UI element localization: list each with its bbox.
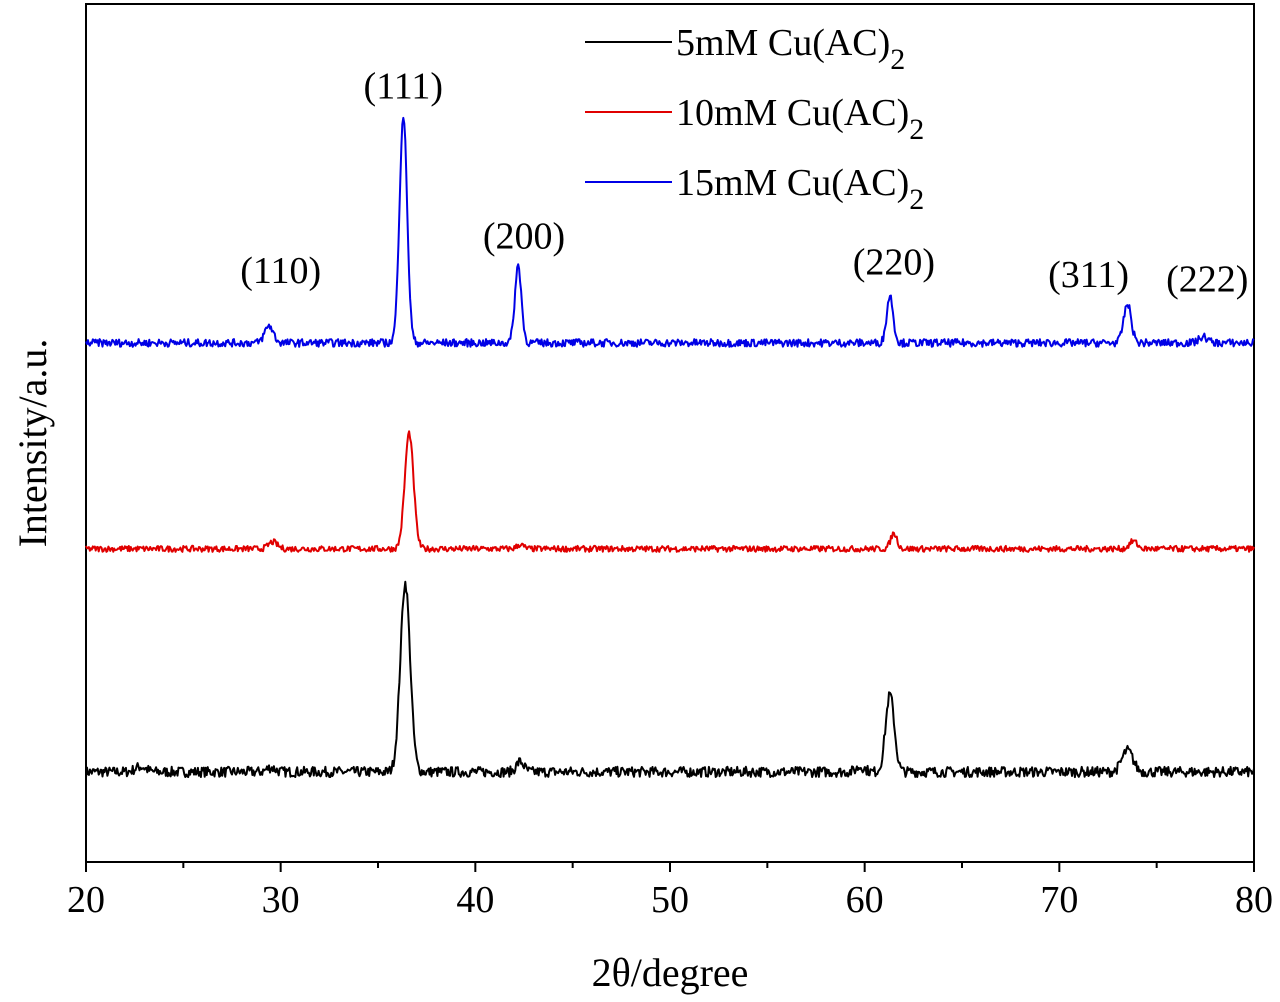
peak-label: (110) xyxy=(240,250,321,292)
x-tick-label: 60 xyxy=(846,879,884,921)
legend-entry: 10mM Cu(AC)2 xyxy=(676,92,924,146)
y-axis-title: Intensity/a.u. xyxy=(10,339,55,548)
peak-label: (111) xyxy=(364,65,444,107)
x-tick-label: 80 xyxy=(1235,879,1273,921)
x-axis: 20 30 40 50 60 70 80 xyxy=(67,862,1273,921)
x-tick-label: 30 xyxy=(262,879,300,921)
plot-border xyxy=(85,3,1255,863)
legend-subscript: 2 xyxy=(909,113,924,146)
plot-frame xyxy=(85,3,1255,863)
peak-label: (200) xyxy=(483,216,565,258)
peak-label: (222) xyxy=(1166,258,1248,300)
peak-annotations: (110) (111) (200) (220) (311) (222) xyxy=(240,65,1248,300)
legend-entry: 5mM Cu(AC)2 xyxy=(676,22,905,76)
peak-label: (311) xyxy=(1048,254,1129,296)
x-axis-title: 2θ/degree xyxy=(592,950,749,995)
x-tick-label: 20 xyxy=(67,879,105,921)
legend: 5mM Cu(AC)2 10mM Cu(AC)2 15mM Cu(AC)2 xyxy=(585,22,924,216)
x-tick-label: 70 xyxy=(1040,879,1078,921)
legend-subscript: 2 xyxy=(909,183,924,216)
legend-entry: 15mM Cu(AC)2 xyxy=(676,162,924,216)
series-line-1 xyxy=(85,430,1255,553)
x-tick-label: 40 xyxy=(456,879,494,921)
series-line-0 xyxy=(85,580,1255,779)
x-tick-label: 50 xyxy=(651,879,689,921)
series-line-2 xyxy=(85,116,1255,348)
legend-subscript: 2 xyxy=(890,43,905,76)
peak-label: (220) xyxy=(853,241,935,283)
series-layer xyxy=(85,116,1255,779)
